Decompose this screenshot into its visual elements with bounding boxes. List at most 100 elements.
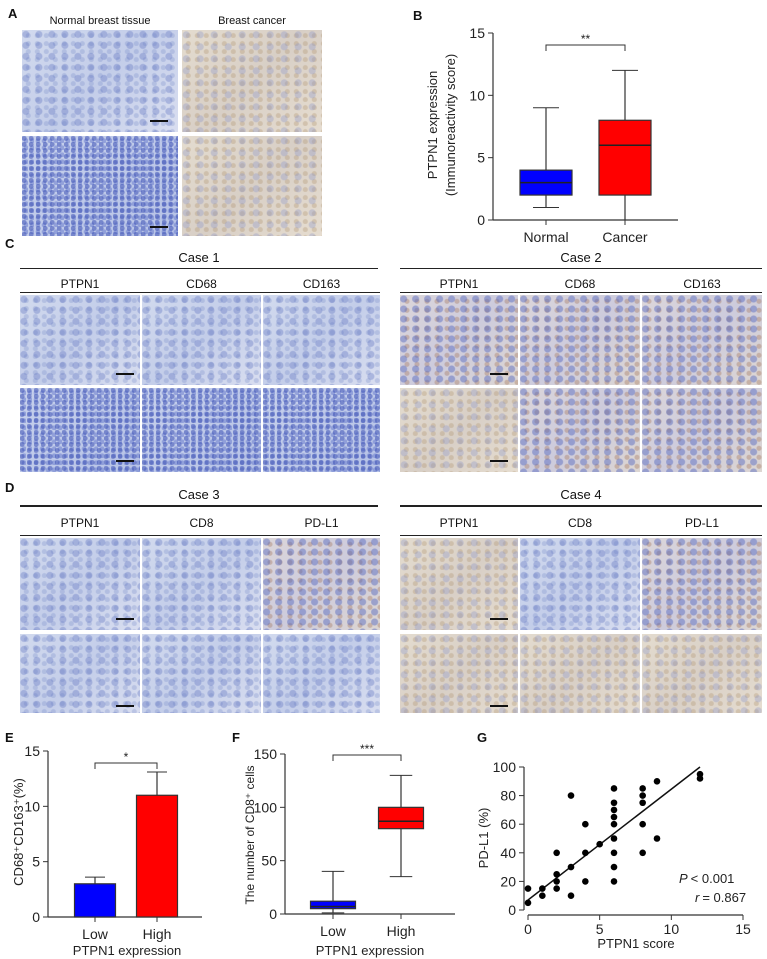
micrograph bbox=[642, 634, 762, 713]
chart-g-y-tick-label: 60 bbox=[500, 816, 516, 832]
divider bbox=[400, 268, 762, 269]
stain-label: CD8 bbox=[189, 516, 214, 530]
micrograph bbox=[142, 388, 261, 472]
divider bbox=[400, 535, 762, 536]
stain-label: PD-L1 bbox=[304, 516, 339, 530]
stain-label: CD68 bbox=[564, 277, 596, 291]
chart-g-point bbox=[582, 820, 589, 828]
chart-g-x-tick-label: 0 bbox=[524, 921, 532, 937]
chart-g-point bbox=[567, 863, 575, 871]
chart-g-point bbox=[539, 892, 546, 899]
chart-e: 0 5 10 15 Low High * bbox=[24, 743, 202, 942]
chart-g-r-annotation: r = 0.867 bbox=[695, 890, 746, 905]
chart-g-xlabel: PTPN1 score bbox=[597, 936, 674, 951]
scale-bar bbox=[490, 460, 508, 462]
micrograph bbox=[520, 634, 640, 713]
micrograph bbox=[642, 388, 762, 472]
chart-f-y-tick-label: 100 bbox=[254, 799, 278, 815]
chart-f-x-tick-label: High bbox=[387, 923, 416, 939]
stain-label: PTPN1 bbox=[60, 516, 100, 530]
chart-g-point bbox=[639, 799, 646, 807]
chart-f-significance-stars: *** bbox=[360, 742, 374, 756]
micrograph bbox=[142, 634, 261, 713]
chart-g-point bbox=[696, 775, 704, 782]
chart-e-y-tick-label: 5 bbox=[32, 854, 40, 870]
chart-b: 0 5 10 15 Normal Cancer ** bbox=[469, 25, 678, 245]
panel-label-d: D bbox=[5, 480, 15, 495]
chart-f-box-low bbox=[309, 900, 357, 910]
chart-g-y-tick-label: 40 bbox=[500, 845, 516, 861]
chart-g-y-tick-label: 100 bbox=[493, 759, 517, 775]
stain-label: CD163 bbox=[302, 277, 341, 291]
chart-g-point bbox=[596, 840, 603, 848]
chart-g-point bbox=[653, 778, 661, 785]
chart-g-point bbox=[610, 835, 618, 842]
chart-f: 0 50 100 150 Low High *** bbox=[254, 742, 455, 939]
chart-g-point bbox=[539, 885, 546, 892]
chart-f-y-tick-label: 0 bbox=[269, 906, 277, 922]
stain-label: CD68 bbox=[186, 277, 217, 291]
panel-a-title-cancer: Breast cancer bbox=[218, 15, 286, 27]
chart-g-point bbox=[639, 792, 646, 799]
chart-g-point bbox=[610, 849, 618, 857]
stain-label: CD8 bbox=[567, 516, 592, 530]
stain-label: CD163 bbox=[683, 277, 721, 291]
micrograph-cancer-high bbox=[182, 136, 322, 236]
panel-label-e: E bbox=[5, 730, 14, 745]
chart-b-significance-bracket bbox=[545, 44, 626, 51]
chart-g-ylabel: PD-L1 (%) bbox=[476, 808, 491, 869]
chart-g-x-tick-label: 15 bbox=[735, 921, 751, 937]
micrograph bbox=[400, 634, 518, 713]
scale-bar bbox=[490, 618, 508, 620]
divider bbox=[20, 535, 380, 536]
chart-f-y-tick-label: 50 bbox=[261, 853, 277, 869]
micrograph bbox=[520, 388, 640, 472]
chart-g-point bbox=[610, 785, 618, 792]
micrograph bbox=[400, 295, 518, 385]
chart-b-ylabel-line1: PTPN1 expression bbox=[425, 71, 440, 179]
chart-g-point bbox=[553, 885, 560, 892]
chart-g-point bbox=[524, 899, 532, 907]
scale-bar bbox=[116, 373, 134, 375]
scale-bar bbox=[116, 705, 134, 707]
panel-label-b: B bbox=[413, 8, 423, 23]
micrograph bbox=[400, 388, 518, 472]
micrograph bbox=[520, 295, 640, 385]
chart-g-point bbox=[610, 806, 618, 814]
chart-b-x-tick-label: Normal bbox=[523, 229, 568, 245]
chart-e-bar-low bbox=[73, 883, 117, 918]
chart-b-ylabel-line2: (Immunoreactivity score) bbox=[443, 54, 458, 196]
chart-b-significance-stars: ** bbox=[581, 32, 591, 46]
chart-g-point bbox=[567, 892, 575, 899]
chart-e-y-tick-label: 15 bbox=[24, 743, 40, 759]
chart-g-point bbox=[653, 835, 661, 842]
chart-e-y-tick-label: 0 bbox=[32, 909, 40, 925]
chart-g-y-tick-label: 0 bbox=[508, 902, 516, 918]
chart-f-box-high bbox=[377, 806, 425, 830]
chart-g-point bbox=[582, 849, 589, 857]
p-label: P bbox=[679, 871, 688, 886]
chart-g-point bbox=[639, 785, 646, 792]
stain-label: PTPN1 bbox=[439, 277, 479, 291]
chart-g-point bbox=[524, 885, 532, 892]
micrograph bbox=[520, 538, 640, 630]
chart-b-y-tick-label: 10 bbox=[469, 87, 485, 103]
chart-f-ylabel: The number of CD8⁺ cells bbox=[243, 765, 257, 904]
p-value: < 0.001 bbox=[691, 871, 735, 886]
chart-e-ylabel: CD68⁺CD163⁺(%) bbox=[11, 778, 26, 886]
chart-f-xlabel: PTPN1 expression bbox=[316, 943, 424, 958]
micrograph bbox=[20, 538, 140, 630]
micrograph-cancer-low bbox=[182, 30, 322, 132]
micrograph bbox=[263, 295, 380, 385]
chart-g: 0 20 40 60 80 100 0 5 10 15 bbox=[493, 759, 751, 937]
micrograph bbox=[400, 538, 518, 630]
chart-g-point bbox=[553, 849, 560, 857]
divider bbox=[400, 505, 762, 507]
r-value: = 0.867 bbox=[702, 890, 746, 905]
chart-g-point bbox=[553, 870, 560, 878]
scale-bar bbox=[150, 226, 168, 228]
scale-bar bbox=[490, 705, 508, 707]
chart-g-x-tick-label: 10 bbox=[664, 921, 680, 937]
chart-g-point bbox=[639, 820, 646, 828]
chart-b-y-tick-label: 15 bbox=[469, 25, 485, 41]
